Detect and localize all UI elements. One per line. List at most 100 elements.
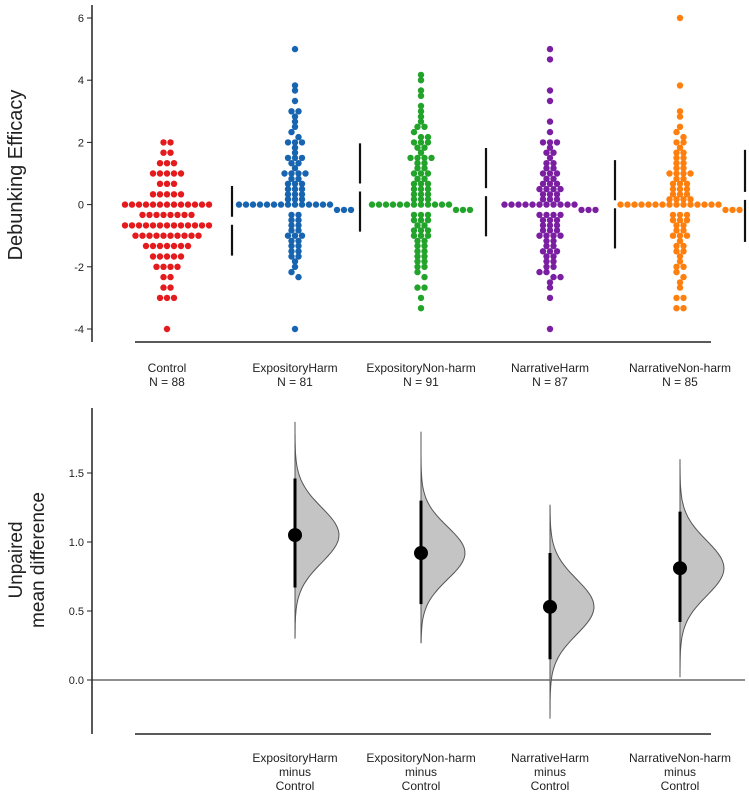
swarm-point — [638, 201, 645, 208]
swarm-point — [256, 201, 264, 208]
swarm-point — [153, 211, 160, 219]
swarm-point — [659, 201, 666, 208]
comparison-label: ExpositoryNon-harm — [366, 751, 475, 765]
bottom-y-tick-label: 0.5 — [69, 606, 84, 618]
swarm-point — [414, 175, 421, 182]
group-label: Control — [148, 361, 187, 375]
swarm-point — [181, 232, 188, 239]
swarm-point — [421, 144, 428, 151]
swarm-point — [160, 139, 167, 146]
swarm-point — [135, 201, 143, 208]
swarm-point — [539, 196, 547, 203]
swarm-point — [452, 206, 460, 214]
swarm-point — [284, 154, 292, 162]
swarm-point — [669, 185, 677, 193]
swarm-point — [121, 201, 129, 208]
swarm-point — [414, 258, 421, 265]
swarm-point — [326, 201, 334, 208]
swarm-point — [298, 191, 306, 198]
swarm-point — [156, 160, 164, 167]
swarm-point — [414, 144, 421, 151]
swarm-point — [417, 232, 425, 239]
swarm-point — [149, 242, 157, 250]
swarm-point — [424, 196, 432, 203]
swarm-point — [546, 144, 554, 151]
comparison-label: Control — [276, 779, 315, 793]
swarm-point — [680, 170, 687, 177]
swarm-point — [550, 232, 557, 239]
swarm-point — [417, 294, 425, 302]
swarm-point — [553, 222, 561, 229]
swarm-point — [708, 201, 715, 208]
swarm-point — [550, 185, 557, 193]
top-y-axis-label: Debunking Efficacy — [5, 90, 27, 261]
swarm-point — [146, 232, 153, 239]
bootstrap-distribution — [549, 504, 595, 719]
swarm-point — [340, 206, 348, 214]
swarm-point — [683, 211, 691, 219]
swarm-point — [417, 305, 425, 312]
swarm-point — [680, 165, 687, 172]
swarm-point — [680, 305, 687, 312]
swarm-point — [174, 211, 181, 219]
swarm-point — [546, 139, 554, 146]
swarm-point — [146, 211, 153, 219]
swarm-point — [403, 201, 411, 208]
swarm-point — [424, 133, 432, 141]
swarm-point — [680, 154, 687, 162]
swarm-point — [417, 87, 425, 94]
swarm-point — [277, 201, 285, 208]
swarm-point — [424, 232, 432, 239]
swarm-point — [673, 160, 680, 167]
swarm-point — [149, 191, 157, 198]
swarm-point — [424, 139, 432, 146]
swarm-point — [177, 170, 185, 177]
swarm-point — [421, 165, 428, 172]
swarm-point — [676, 113, 684, 120]
swarm-point — [683, 191, 691, 198]
swarm-point — [291, 113, 299, 120]
swarm-point — [291, 201, 299, 208]
swarm-point — [424, 191, 432, 198]
swarm-point — [673, 128, 680, 136]
swarm-point — [149, 253, 157, 260]
swarm-point — [291, 123, 299, 130]
swarm-point — [288, 222, 295, 229]
comparison-label: minus — [664, 765, 696, 779]
swarm-point — [184, 242, 192, 250]
swarm-point — [135, 222, 143, 229]
swarm-point — [167, 273, 174, 281]
swarm-point — [571, 201, 578, 208]
swarm-point — [536, 232, 543, 239]
swarm-point — [550, 165, 557, 172]
bottom-y-tick-label: 0.0 — [69, 675, 84, 687]
swarm-point — [673, 201, 680, 208]
swarm-point — [421, 222, 428, 229]
swarm-point — [170, 160, 178, 167]
swarm-point — [424, 211, 432, 219]
swarm-point — [550, 160, 557, 167]
swarm-point — [142, 201, 150, 208]
swarm-point — [295, 160, 302, 167]
swarm-point — [539, 139, 547, 146]
swarm-point — [546, 325, 554, 333]
swarm-point — [543, 211, 550, 219]
swarm-point — [156, 253, 164, 260]
swarm-point — [546, 284, 554, 291]
swarm-point — [298, 185, 306, 193]
swarm-point — [291, 87, 299, 94]
swarm-point — [121, 222, 129, 229]
swarm-point — [333, 206, 341, 214]
swarm-point — [153, 263, 160, 270]
swarm-point — [417, 92, 425, 100]
swarm-point — [417, 133, 425, 141]
swarm-point — [288, 248, 295, 255]
swarm-point — [687, 196, 694, 203]
swarm-point — [673, 268, 680, 276]
swarm-point — [291, 258, 299, 265]
bottom-y-tick-label: 1.5 — [69, 468, 84, 480]
swarm-point — [673, 154, 680, 162]
swarm-point — [170, 191, 178, 198]
